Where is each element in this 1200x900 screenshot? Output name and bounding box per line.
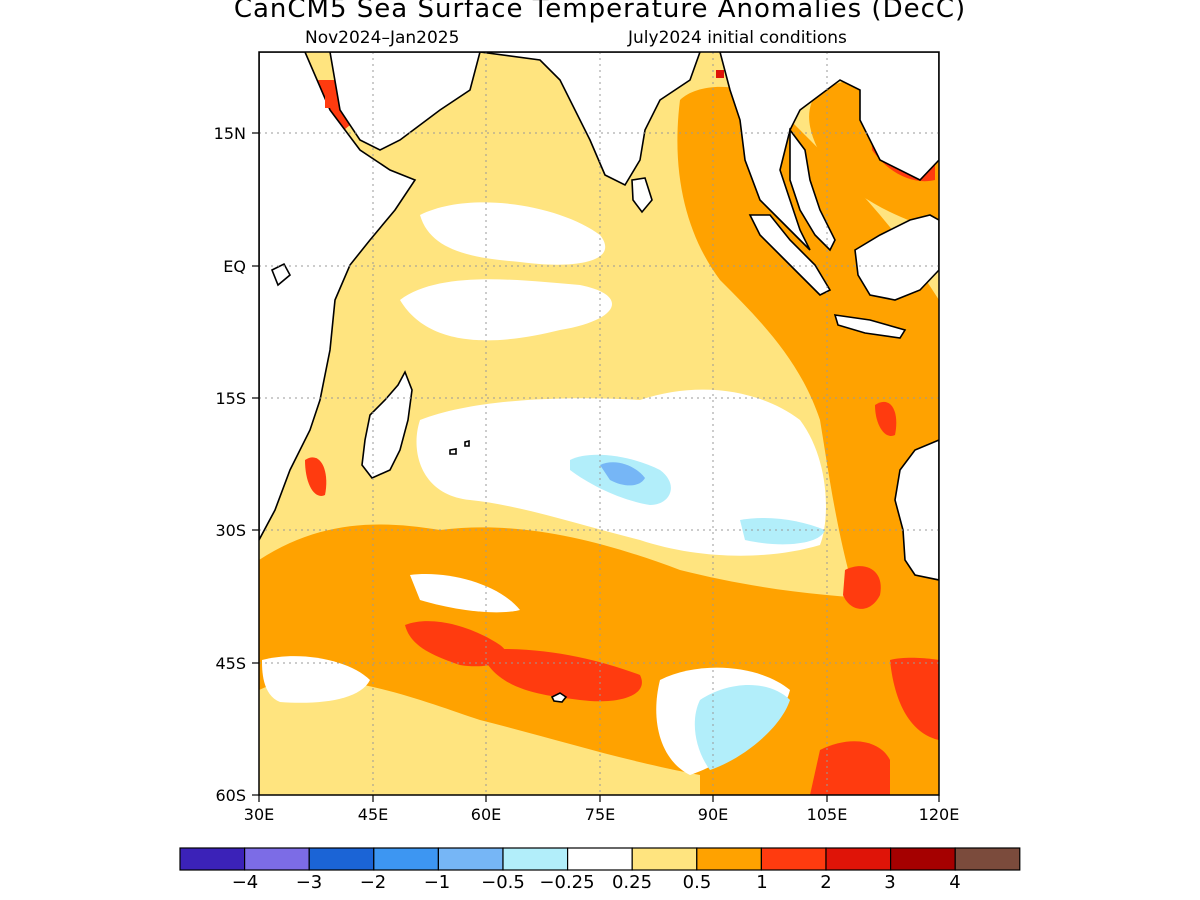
anomaly-white-equatorial [420,202,606,265]
lon-label: 60E [471,805,501,824]
lon-label: 75E [585,805,615,824]
colorbar-label: −3 [296,872,323,893]
colorbar-label: −2 [360,872,387,893]
colorbar-label: 2 [820,872,831,893]
lat-axis [252,132,259,796]
anomaly-red-gulf [325,90,335,108]
colorbar-box [954,847,1021,871]
anomaly-white-south-equatorial [400,279,613,341]
colorbar-label: −0.5 [481,872,525,893]
anomaly-cyan-east [740,518,825,545]
land-malay-peninsula [789,127,836,252]
lon-label: 90E [698,805,728,824]
anomaly-white-southwest [262,656,370,703]
colorbar-box [825,847,892,871]
land-reunion [464,439,470,447]
land-masses [259,52,939,703]
lat-labels: 15N EQ 15S 30S 45S 60S [214,124,246,805]
land-kerguelen [550,692,568,703]
lon-labels: 30E 45E 60E 75E 90E 105E 120E [244,805,960,824]
colorbar-box [179,847,246,871]
anomaly-lightblue-central [600,462,645,486]
land-socotra-area [270,262,292,287]
land-sri-lanka [631,177,653,214]
land-java [833,314,907,339]
colorbar-label: 1 [756,872,767,893]
colorbar-box [373,847,439,871]
lon-label: 30E [244,805,274,824]
anomaly-orange-eastern-band [677,86,939,640]
land-australia [894,439,939,581]
colorbar-label: 0.5 [683,872,712,893]
colorbar-box [437,847,504,871]
lat-label: 45S [215,654,246,673]
colorbar-box [244,847,310,871]
colorbar-box [631,847,698,871]
colorbar-label: −4 [232,872,259,893]
anomaly-red-se [890,657,939,740]
land-borneo [854,214,939,301]
anomaly-red-east-15s [875,401,897,436]
lat-label: 15N [214,124,246,143]
anomaly-red-madagascar-south [305,457,327,496]
colorbar [179,847,1021,871]
colorbar-box [308,847,375,871]
forecast-period: Nov2024–Jan2025 [305,28,460,48]
anomaly-red-south-east [810,741,890,795]
colorbar-label: 0.25 [612,872,652,893]
land-se-asia [719,52,939,251]
lat-label: 60S [215,786,246,805]
anomaly-red-45s-mid [480,649,642,702]
lon-label: 105E [807,805,848,824]
land-india [479,52,701,187]
lat-label: 30S [215,521,246,540]
land-africa [259,52,417,541]
colorbar-box [502,847,569,871]
anomaly-red-ganges [716,70,724,78]
colorbar-label: −0.25 [539,872,594,893]
anomaly-red-west-australia [843,566,881,609]
land-madagascar [361,370,413,479]
colorbar-box [566,847,633,871]
sst-anomaly-map [259,52,939,795]
lat-label: 15S [215,389,246,408]
lon-label: 120E [919,805,960,824]
map-title: CanCM5 Sea Surface Temperature Anomalies… [233,0,967,24]
colorbar-box [696,847,762,871]
colorbar-labels: −4 −3 −2 −1 −0.5 −0.25 0.25 0.5 1 2 3 4 [232,872,961,893]
colorbar-label: −1 [424,872,451,893]
lon-label: 45E [358,805,388,824]
anomaly-pale-south [259,679,700,795]
anomaly-cyan-south [694,685,790,770]
colorbar-box [760,847,827,871]
gridlines [259,52,939,795]
initial-conditions: July2024 initial conditions [628,28,847,48]
map-frame [258,51,940,796]
colorbar-label: 3 [884,872,895,893]
land-mauritius [449,448,457,455]
land-sumatra [748,214,832,296]
colorbar-label: 4 [949,872,960,893]
anomaly-white-south-mid [410,574,520,613]
lon-axis [258,795,940,802]
anomaly-red-45s-west [405,621,507,667]
lat-label: EQ [223,257,246,276]
colorbar-box [889,847,956,871]
